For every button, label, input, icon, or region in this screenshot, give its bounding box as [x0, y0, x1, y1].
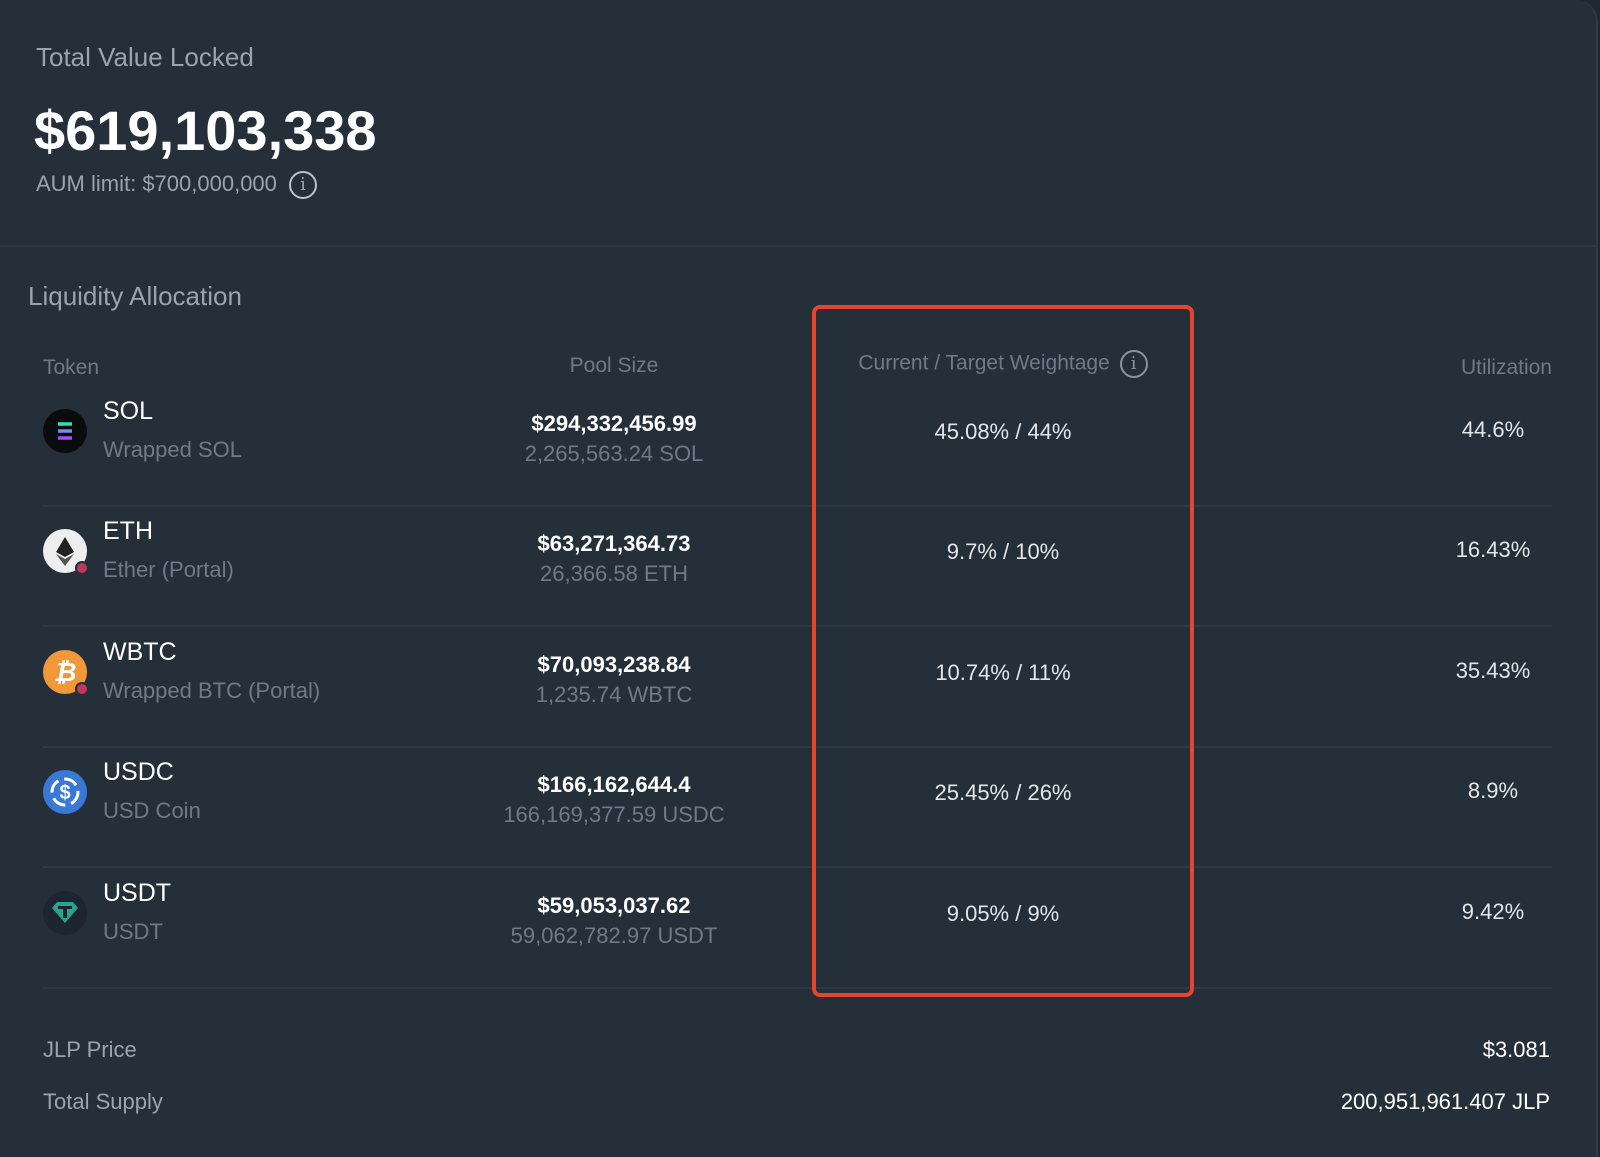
jlp-price-value: $3.081 [1482, 1037, 1550, 1062]
pool-size: $294,332,456.99 2,265,563.24 SOL [463, 411, 765, 467]
pool-size: $166,162,644.4 166,169,377.59 USDC [463, 772, 765, 828]
token-symbol: WBTC [103, 638, 177, 666]
tvl-value: $619,103,338 [34, 99, 377, 162]
pool-tokens: 166,169,377.59 USDC [503, 802, 725, 827]
pool-tokens: 26,366.58 ETH [540, 561, 688, 586]
pool-size: $70,093,238.84 1,235.74 WBTC [463, 652, 765, 708]
pool-tokens: 1,235.74 WBTC [535, 682, 693, 707]
highlight-box [812, 305, 1194, 997]
utilization: 35.43% [1455, 658, 1531, 683]
weightage: 9.7% / 10% [946, 539, 1060, 564]
token-name: Wrapped BTC (Portal) [103, 678, 321, 703]
section-title: Liquidity Allocation [28, 281, 242, 311]
row-divider [43, 987, 1552, 989]
info-icon[interactable]: i [1119, 350, 1148, 378]
header-pool-size: Pool Size [569, 354, 659, 377]
tether-icon [43, 891, 87, 935]
utilization: 16.43% [1455, 537, 1531, 562]
usdc-icon: $ [43, 770, 87, 814]
pool-size: $59,053,037.62 59,062,782.97 USDT [463, 893, 765, 949]
token-symbol: ETH [103, 517, 153, 545]
token-name: USD Coin [103, 798, 201, 823]
total-supply-value: 200,951,961.407 JLP [1340, 1089, 1550, 1114]
token-symbol: SOL [103, 397, 154, 425]
aum-limit-text: AUM limit: $700,000,000 [36, 171, 277, 196]
table-row[interactable]: ETH Ether (Portal) $63,271,364.73 26,366.58… [43, 507, 1552, 627]
table-row[interactable]: ₿ WBTC Wrapped BTC (Portal) $70,093,238.84 1… [43, 628, 1552, 748]
token-symbol: USDC [103, 758, 174, 786]
bitcoin-icon: ₿ [43, 650, 89, 696]
token-symbol: USDT [103, 879, 172, 907]
token-name: Ether (Portal) [103, 557, 234, 582]
table-row[interactable]: SOL Wrapped SOL $294,332,456.99 2,265,563.2… [43, 387, 1552, 507]
pool-usd: $70,093,238.84 [537, 652, 691, 677]
weightage: 45.08% / 44% [934, 419, 1072, 444]
info-icon[interactable]: i [289, 171, 318, 200]
table-row[interactable]: $ USDC USD Coin $166,162,644.4 166,169,377.5… [43, 748, 1552, 868]
svg-text:$: $ [59, 782, 70, 804]
token-name: Wrapped SOL [103, 437, 243, 462]
tvl-label: Total Value Locked [36, 42, 254, 72]
aum-limit: AUM limit: $700,000,000 i [36, 171, 318, 200]
utilization: 9.42% [1461, 899, 1525, 924]
pool-usd: $166,162,644.4 [537, 772, 691, 797]
pool-tokens: 59,062,782.97 USDT [510, 923, 718, 948]
total-supply-label: Total Supply [43, 1089, 163, 1114]
ethereum-icon [43, 529, 89, 575]
utilization: 44.6% [1461, 417, 1525, 442]
solana-icon [43, 409, 87, 453]
utilization: 8.9% [1467, 778, 1519, 803]
pool-usd: $59,053,037.62 [537, 893, 691, 918]
weightage: 25.45% / 26% [934, 780, 1072, 805]
jlp-price-label: JLP Price [43, 1037, 137, 1062]
pool-size: $63,271,364.73 26,366.58 ETH [463, 531, 765, 587]
header-weightage-text: Current / Target Weightage [858, 351, 1110, 375]
header-token: Token [43, 356, 100, 379]
weightage: 10.74% / 11% [935, 660, 1071, 685]
weightage: 9.05% / 9% [946, 901, 1060, 926]
pool-usd: $294,332,456.99 [531, 411, 697, 436]
header-weightage: Current / Target Weightage i [812, 350, 1194, 378]
row-divider [43, 746, 1552, 748]
token-name: USDT [103, 919, 163, 944]
pool-usd: $63,271,364.73 [537, 531, 691, 556]
row-divider [43, 625, 1552, 627]
row-divider [43, 505, 1552, 507]
divider [0, 245, 1598, 247]
pool-tokens: 2,265,563.24 SOL [524, 441, 704, 466]
row-divider [43, 866, 1552, 868]
table-row[interactable]: USDT USDT $59,053,037.62 59,062,782.97 USDT… [43, 869, 1552, 989]
header-utilization: Utilization [1460, 356, 1552, 379]
